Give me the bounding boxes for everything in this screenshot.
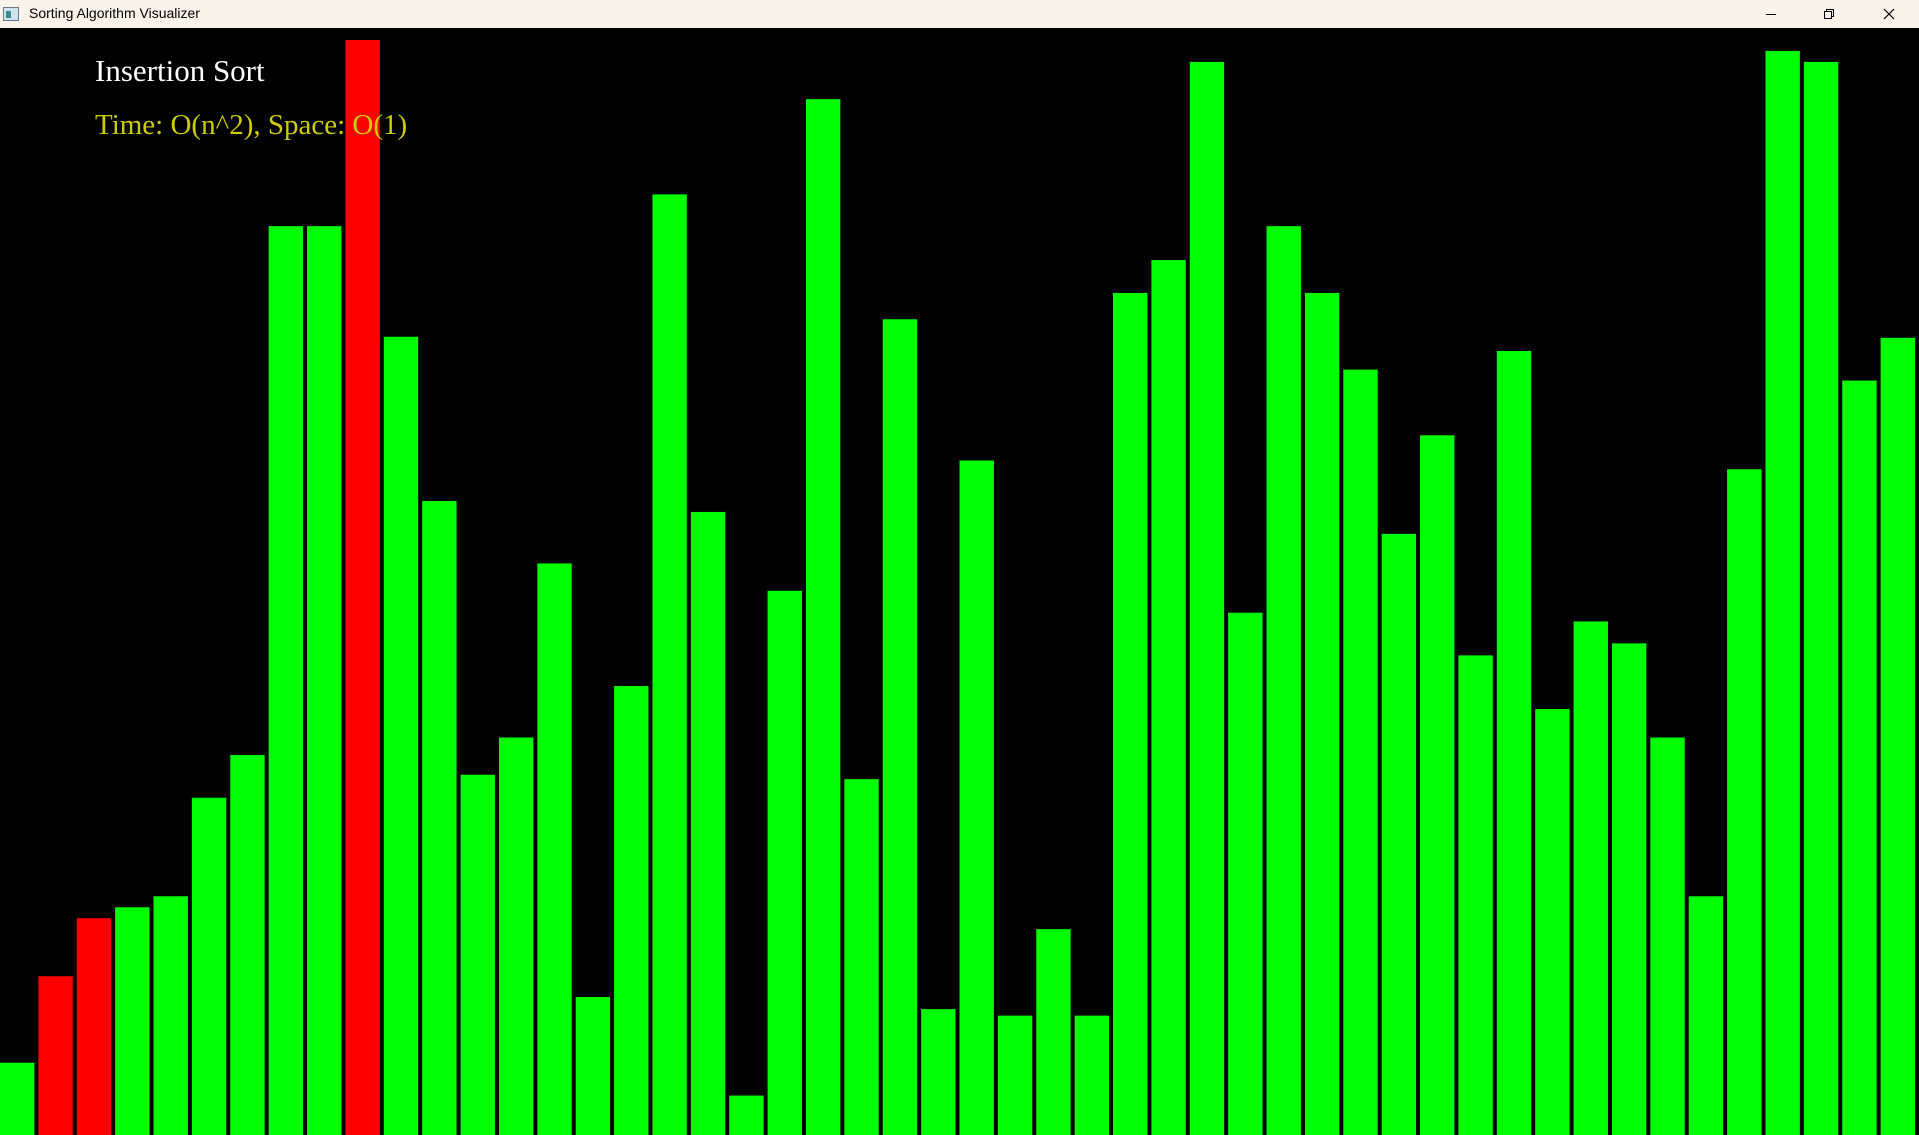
- title-bar[interactable]: Sorting Algorithm Visualizer: [0, 0, 1919, 28]
- bar: [1650, 737, 1685, 1135]
- bar: [1381, 533, 1417, 1135]
- restore-icon: [1824, 9, 1834, 19]
- close-button[interactable]: [1858, 0, 1919, 28]
- bar: [1420, 435, 1455, 1135]
- bar: [268, 226, 304, 1135]
- bar: [1036, 929, 1071, 1135]
- bar: [729, 1095, 764, 1135]
- bar: [307, 226, 342, 1135]
- bar-highlighted: [345, 40, 380, 1135]
- algorithm-title: Insertion Sort: [95, 53, 265, 88]
- bar: [0, 1062, 35, 1135]
- bar: [805, 99, 841, 1135]
- bar-chart: [0, 40, 1915, 1135]
- bar: [422, 501, 457, 1135]
- bar: [1304, 292, 1340, 1135]
- bar: [959, 460, 994, 1135]
- bar: [1611, 643, 1647, 1135]
- bar: [767, 590, 802, 1135]
- bar: [690, 511, 726, 1135]
- bar: [537, 563, 572, 1135]
- app-icon: [3, 7, 19, 21]
- bar: [191, 797, 227, 1135]
- bar: [1535, 709, 1570, 1135]
- bar: [460, 774, 495, 1135]
- bar: [1803, 61, 1839, 1135]
- bar: [1189, 61, 1225, 1135]
- bar: [115, 907, 150, 1135]
- bar: [1074, 1015, 1110, 1135]
- bar: [1765, 50, 1800, 1135]
- bar: [614, 686, 649, 1135]
- bar: [1458, 655, 1493, 1135]
- bar: [1266, 226, 1301, 1135]
- close-icon: [1883, 8, 1894, 20]
- bar: [1727, 469, 1762, 1135]
- bar: [383, 336, 419, 1135]
- bar: [882, 319, 918, 1135]
- bar: [498, 737, 534, 1135]
- bar: [1113, 292, 1148, 1135]
- window-title: Sorting Algorithm Visualizer: [29, 5, 200, 21]
- bar: [1343, 369, 1378, 1135]
- bar: [1688, 896, 1724, 1135]
- bar: [1496, 350, 1532, 1135]
- complexity-label: Time: O(n^2), Space: O(1): [95, 109, 408, 141]
- bar: [1842, 380, 1877, 1135]
- bar: [1151, 260, 1186, 1135]
- bar-highlighted: [38, 976, 73, 1135]
- maximize-button[interactable]: [1800, 0, 1858, 28]
- bar: [230, 755, 265, 1135]
- bar: [1573, 621, 1608, 1135]
- bar: [921, 1009, 956, 1135]
- minimize-button[interactable]: [1742, 0, 1800, 28]
- minimize-icon: [1766, 14, 1776, 15]
- bar: [153, 896, 188, 1135]
- bar: [1880, 337, 1915, 1135]
- bar-highlighted: [76, 918, 112, 1135]
- visualizer-canvas: Insertion Sort Time: O(n^2), Space: O(1): [0, 28, 1919, 1135]
- bar: [997, 1015, 1033, 1135]
- bar: [844, 779, 879, 1135]
- bar: [575, 997, 611, 1135]
- bar: [1228, 612, 1263, 1135]
- bar: [652, 194, 687, 1135]
